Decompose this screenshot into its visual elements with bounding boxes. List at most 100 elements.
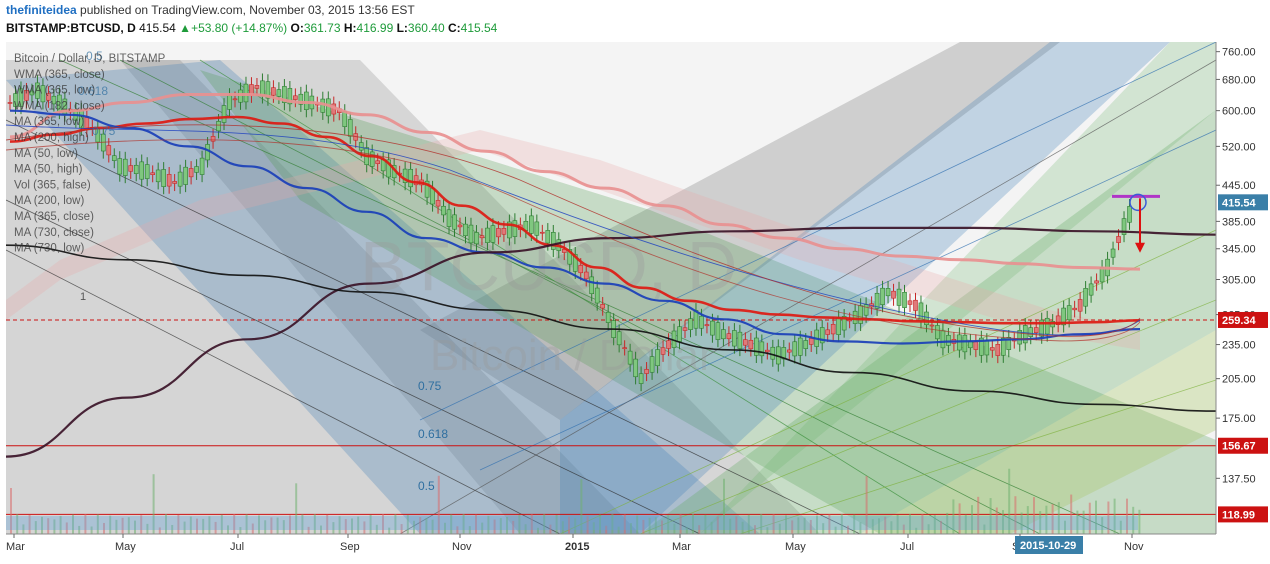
- author-link[interactable]: thefiniteidea: [6, 3, 77, 17]
- volume-bar: [964, 514, 967, 534]
- x-tick-label: 2015: [565, 541, 589, 553]
- candle: [435, 200, 441, 207]
- volume-bar: [152, 474, 155, 534]
- volume-bar: [450, 514, 453, 534]
- candle: [369, 151, 375, 167]
- candle: [1044, 317, 1050, 335]
- volume-bar: [406, 515, 409, 534]
- y-tick-label: 445.00: [1222, 180, 1256, 192]
- candle: [627, 350, 633, 365]
- y-tick-label: 520.00: [1222, 141, 1256, 153]
- volume-bar: [859, 522, 862, 534]
- y-tick-label: 345.00: [1222, 244, 1256, 256]
- candle: [205, 144, 210, 161]
- price-tag-label: 118.99: [1222, 509, 1255, 521]
- fan-line: [6, 249, 561, 534]
- volume-bar: [1095, 500, 1097, 534]
- candle: [276, 89, 282, 97]
- candle: [748, 339, 754, 350]
- y-tick-label: 235.00: [1222, 340, 1256, 352]
- volume-bar: [214, 521, 217, 534]
- high-label: H:: [343, 21, 357, 35]
- volume-bar: [388, 527, 391, 534]
- volume-bar: [171, 524, 174, 534]
- volume-bar: [425, 517, 428, 534]
- volume-bar: [220, 514, 223, 534]
- volume-bar: [958, 503, 961, 534]
- ma-line: [9, 115, 1141, 325]
- candle: [238, 89, 243, 103]
- high-value: 416.99: [356, 21, 394, 35]
- candle: [852, 310, 858, 324]
- volume-bar: [599, 514, 601, 534]
- volume-bar: [227, 525, 229, 534]
- volume-bar: [313, 514, 316, 534]
- candle: [545, 230, 551, 244]
- volume-bar: [34, 521, 37, 534]
- candle: [386, 159, 391, 178]
- candle: [408, 168, 413, 188]
- candle: [457, 224, 463, 228]
- legend-item: Vol (365, false): [14, 179, 91, 191]
- candle: [1088, 283, 1094, 296]
- volume-bar: [915, 527, 918, 534]
- volume-bar: [208, 516, 211, 534]
- volume-bar: [679, 514, 682, 534]
- volume-bar: [828, 514, 831, 534]
- candle: [210, 136, 216, 142]
- volume-bar: [518, 515, 521, 534]
- volume-bar: [1101, 517, 1104, 534]
- candle: [413, 175, 419, 186]
- candle: [216, 121, 221, 132]
- candle: [880, 287, 885, 305]
- ma-line: [6, 124, 1141, 337]
- volume-bar: [357, 516, 360, 534]
- volume-bar: [648, 517, 651, 534]
- candle: [660, 347, 666, 355]
- volume-bar: [109, 515, 112, 534]
- low-label: L:: [396, 21, 408, 35]
- volume-bar: [871, 519, 874, 534]
- candle: [529, 215, 534, 234]
- volume-bar: [183, 521, 186, 534]
- volume-bar: [301, 514, 304, 534]
- open-label: O:: [290, 21, 304, 35]
- candle: [155, 169, 161, 183]
- volume-bar: [444, 522, 446, 534]
- volume-bar: [636, 515, 639, 534]
- volume-bar: [685, 527, 688, 534]
- legend-item: MA (730, close): [14, 227, 94, 239]
- fan-line: [559, 229, 1216, 534]
- volume-bar: [140, 515, 143, 534]
- candle: [375, 160, 380, 164]
- volume-bar: [537, 527, 539, 534]
- candle: [589, 276, 595, 295]
- volume-bar: [96, 514, 99, 534]
- blue-rising-fan: [560, 42, 1170, 534]
- candle: [743, 339, 748, 346]
- candle: [13, 93, 18, 107]
- candle: [792, 341, 798, 357]
- volume-bar: [233, 514, 236, 534]
- candle: [40, 85, 46, 103]
- volume-bar: [654, 517, 657, 534]
- price-tag-label: 259.34: [1222, 315, 1257, 327]
- volume-bar: [196, 518, 198, 534]
- volume-bar: [189, 516, 192, 534]
- candle: [479, 235, 485, 239]
- candle: [7, 102, 13, 104]
- candle: [496, 228, 501, 238]
- candle: [1072, 307, 1077, 311]
- volume-bar: [134, 520, 136, 534]
- candle: [699, 315, 704, 329]
- candle: [265, 81, 271, 99]
- fib-label-top: 0.618: [78, 84, 108, 98]
- fan-line: [199, 59, 961, 534]
- candle: [567, 249, 573, 265]
- legend-item: MA (200, high): [14, 132, 89, 144]
- candle: [721, 329, 726, 340]
- volume-bar: [65, 522, 68, 534]
- candle: [561, 249, 567, 253]
